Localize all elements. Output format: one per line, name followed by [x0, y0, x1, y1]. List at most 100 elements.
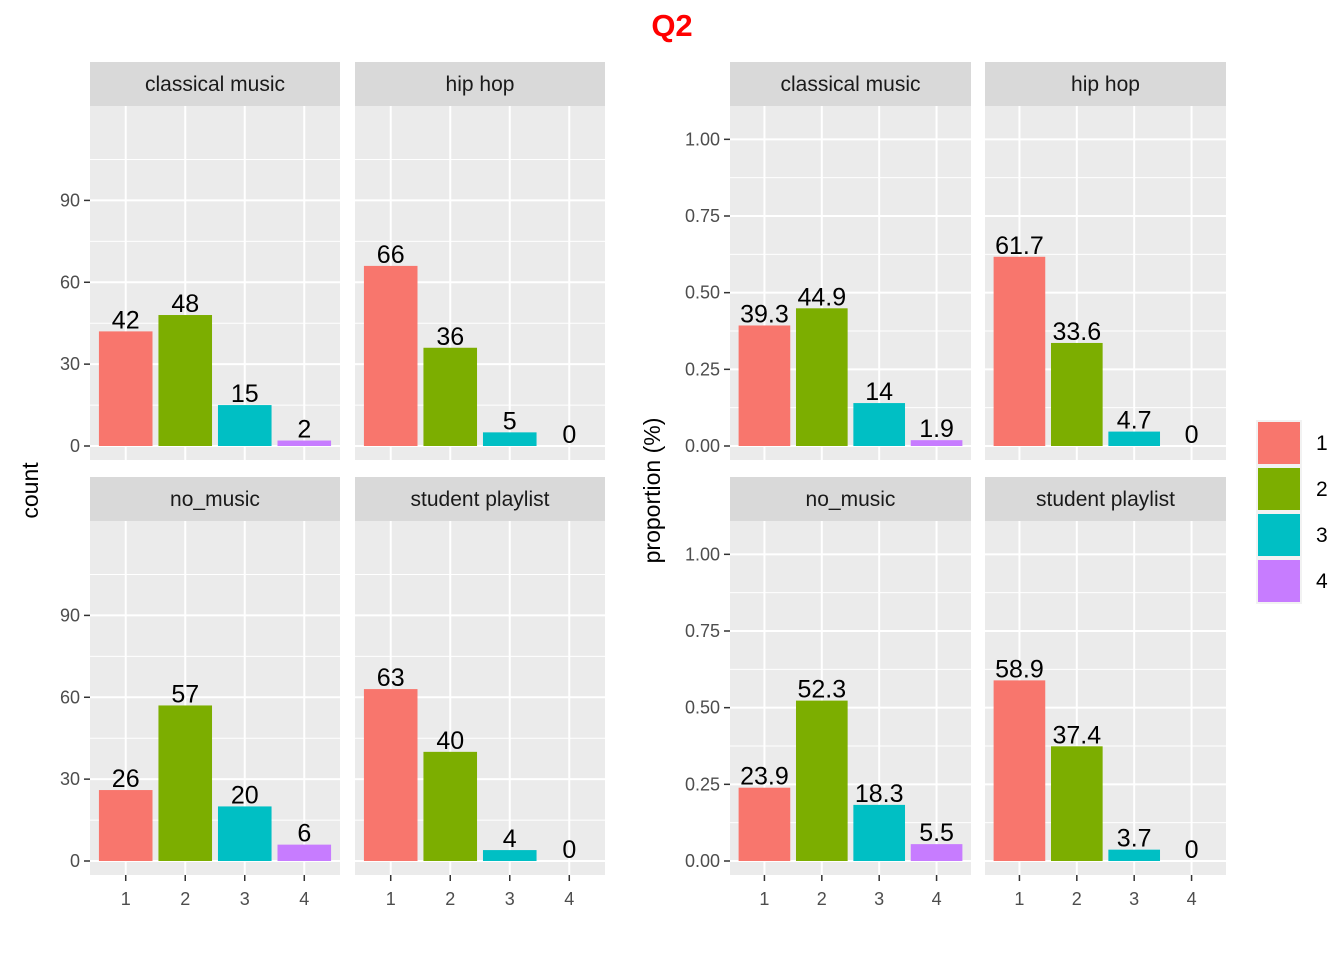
facet-strip	[355, 477, 605, 521]
bar	[738, 325, 791, 446]
facet-strip	[730, 477, 971, 521]
bar-value-label: 0	[562, 836, 576, 864]
y-tick-label: 90	[60, 190, 80, 210]
facet-classical-music: classical music 42 48 15 2 0 30 60 90	[60, 62, 340, 460]
bar	[158, 315, 213, 446]
x-tick-label: 4	[564, 889, 574, 909]
bar-value-label: 33.6	[1052, 318, 1101, 346]
bar	[993, 680, 1046, 861]
bar-value-label: 44.9	[797, 283, 846, 311]
facet-label: student playlist	[411, 488, 550, 511]
bar	[910, 440, 963, 446]
y-tick-label: 0.75	[685, 621, 720, 641]
bar-value-label: 23.9	[740, 763, 789, 791]
bar-value-label: 2	[297, 416, 311, 444]
bar	[1050, 342, 1103, 446]
bar	[795, 308, 848, 446]
y-tick-label: 30	[60, 354, 80, 374]
x-tick-label: 2	[180, 889, 190, 909]
legend-key	[1258, 468, 1300, 510]
facet-label: hip hop	[446, 73, 515, 96]
bar-value-label: 39.3	[740, 300, 789, 328]
legend-key	[1258, 560, 1300, 602]
bar	[1050, 746, 1103, 861]
y-tick-label: 1.00	[685, 544, 720, 564]
bar-value-label: 0	[1185, 836, 1199, 864]
bar-value-label: 0	[1185, 421, 1199, 449]
bar	[795, 700, 848, 861]
facet-strip	[355, 62, 605, 106]
y-tick-label: 0.25	[685, 774, 720, 794]
x-tick-label: 1	[386, 889, 396, 909]
y-tick-label: 30	[60, 769, 80, 789]
x-tick-label: 3	[1129, 889, 1139, 909]
bar-value-label: 52.3	[797, 676, 846, 704]
legend-key	[1258, 514, 1300, 556]
legend-label: 1	[1316, 432, 1328, 455]
bar-value-label: 48	[171, 290, 199, 318]
bar	[277, 440, 332, 446]
x-tick-label: 1	[121, 889, 131, 909]
y-tick-label: 1.00	[685, 129, 720, 149]
bar	[217, 806, 272, 861]
y-tick-label: 0.75	[685, 206, 720, 226]
bar	[423, 347, 478, 446]
bar	[217, 405, 272, 446]
bar-value-label: 4	[503, 825, 517, 853]
x-tick-label: 4	[932, 889, 942, 909]
x-tick-label: 4	[299, 889, 309, 909]
bar-value-label: 4.7	[1117, 407, 1152, 435]
facet-strip	[90, 477, 340, 521]
x-tick-label: 4	[1187, 889, 1197, 909]
y-tick-label: 0	[70, 851, 80, 871]
bar	[1108, 849, 1161, 861]
bar-value-label: 6	[297, 820, 311, 848]
x-tick-label: 3	[240, 889, 250, 909]
y-tick-label: 0.50	[685, 283, 720, 303]
x-tick-label: 2	[1072, 889, 1082, 909]
bar-value-label: 57	[171, 680, 199, 708]
bar-value-label: 40	[436, 727, 464, 755]
bar	[363, 265, 418, 446]
bar	[363, 689, 418, 861]
bar-value-label: 66	[377, 241, 405, 269]
facet-strip	[90, 62, 340, 106]
facet-student-playlist: student playlist 58.9 37.4 3.7 0 1 2 3 4	[985, 477, 1226, 909]
y-tick-label: 60	[60, 687, 80, 707]
y-tick-label: 0.25	[685, 359, 720, 379]
bar	[98, 331, 153, 446]
y-tick-label: 90	[60, 605, 80, 625]
facet-label: no_music	[806, 488, 896, 511]
bar-value-label: 14	[865, 378, 893, 406]
bar-value-label: 26	[112, 765, 140, 793]
y-tick-label: 0.00	[685, 851, 720, 871]
bar	[1108, 431, 1161, 446]
x-tick-label: 2	[445, 889, 455, 909]
legend-label: 2	[1316, 478, 1328, 501]
facet-hip-hop: hip hop 61.7 33.6 4.7 0	[985, 62, 1226, 460]
facet-label: classical music	[780, 73, 920, 96]
legend-label: 3	[1316, 524, 1328, 547]
bar-value-label: 15	[231, 380, 259, 408]
y-axis-title: count	[17, 462, 43, 519]
bar-value-label: 0	[562, 421, 576, 449]
facet-label: no_music	[170, 488, 260, 511]
bar-value-label: 37.4	[1052, 721, 1101, 749]
y-tick-label: 0.00	[685, 436, 720, 456]
facet-strip	[985, 62, 1226, 106]
facet-no-music: no_music 23.9 52.3 18.3 5.5 0.00 0.25 0.50 0.75 1…	[685, 477, 971, 909]
figure-title: Q2	[651, 8, 692, 43]
bar	[482, 850, 537, 861]
bar	[423, 751, 478, 861]
bar	[482, 432, 537, 446]
bar-value-label: 5.5	[919, 819, 954, 847]
plot-2: proportion (%)classical music39.344.9141…	[639, 62, 1226, 909]
bar	[853, 403, 906, 446]
bar-value-label: 61.7	[995, 232, 1044, 260]
bar	[277, 844, 332, 861]
facet-classical-music: classical music 39.3 44.9 14 1.9 0.00 0.25 0.50…	[685, 62, 971, 460]
x-tick-label: 2	[817, 889, 827, 909]
x-tick-label: 1	[759, 889, 769, 909]
facet-hip-hop: hip hop 66 36 5 0	[355, 62, 605, 460]
facet-label: hip hop	[1071, 73, 1140, 96]
